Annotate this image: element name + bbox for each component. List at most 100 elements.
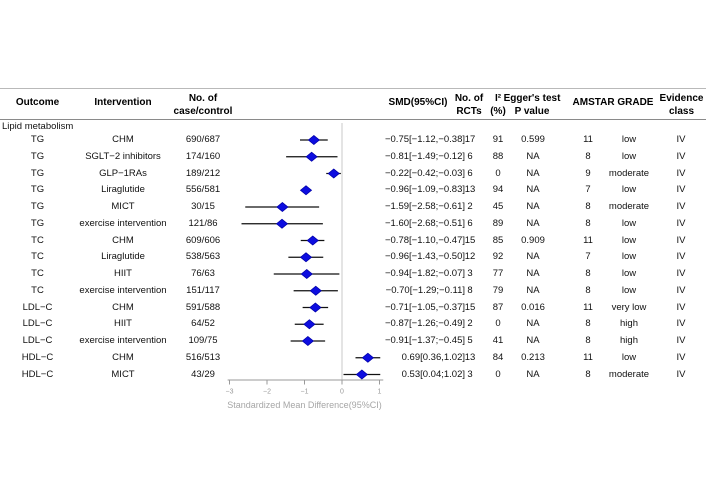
cell-grade: low <box>621 234 637 246</box>
column-header-evidence: Evidence class <box>659 93 704 117</box>
cell-rcts: 15 <box>464 301 476 313</box>
cell-intervention: Liraglutide <box>101 184 145 196</box>
cell-egger: NA <box>526 184 540 196</box>
cell-egger: 0.599 <box>521 134 545 145</box>
cell-i2: 94 <box>492 184 504 196</box>
cell-grade: low <box>621 184 637 196</box>
column-header-smd: SMD(95%CI) <box>388 97 448 108</box>
cell-outcome: TC <box>31 251 44 263</box>
cell-amstar: 11 <box>583 351 593 363</box>
smd-diamond-marker <box>361 352 375 363</box>
column-header-outcome: Outcome <box>15 97 60 108</box>
cell-smd_text: −1.60[−2.68;−0.51] <box>384 217 465 229</box>
cell-intervention: exercise intervention <box>79 335 167 346</box>
cell-smd_text: −1.59[−2.58;−0.61] <box>384 201 465 212</box>
cell-outcome: TG <box>30 201 45 212</box>
cell-case_control: 30/15 <box>191 201 215 212</box>
cell-outcome: LDL−C <box>22 318 53 330</box>
cell-intervention: CHM <box>112 351 134 363</box>
cell-case_control: 189/212 <box>185 167 221 179</box>
cell-outcome: TC <box>31 234 44 246</box>
cell-smd_text: −0.96[−1.43,−0.50] <box>384 251 465 263</box>
smd-diamond-marker <box>301 335 315 347</box>
cell-case_control: 538/563 <box>185 251 221 263</box>
cell-egger: NA <box>526 217 540 229</box>
cell-intervention: CHM <box>112 234 134 246</box>
cell-amstar: 9 <box>585 167 591 179</box>
x-axis-tick-label: 0 <box>340 389 344 396</box>
cell-amstar: 8 <box>585 335 591 346</box>
cell-evidence: IV <box>676 134 686 145</box>
cell-case_control: 76/63 <box>191 268 215 279</box>
cell-egger: 0.016 <box>521 301 545 313</box>
cell-amstar: 8 <box>585 268 591 279</box>
smd-diamond-marker <box>300 268 313 280</box>
cell-grade: low <box>621 150 637 162</box>
cell-evidence: IV <box>676 201 686 212</box>
cell-grade: low <box>621 251 637 263</box>
cell-smd_text: −0.94[−1.82;−0.07] <box>384 268 465 279</box>
cell-amstar: 8 <box>585 217 591 229</box>
cell-outcome: TG <box>30 150 45 162</box>
cell-evidence: IV <box>676 234 686 246</box>
cell-i2: 92 <box>492 251 504 263</box>
smd-diamond-marker <box>307 134 321 146</box>
cell-amstar: 11 <box>583 134 593 145</box>
cell-evidence: IV <box>676 150 686 162</box>
cell-evidence: IV <box>676 335 686 346</box>
cell-intervention: CHM <box>112 134 134 145</box>
cell-case_control: 151/117 <box>186 284 220 296</box>
cell-amstar: 7 <box>585 184 591 196</box>
cell-evidence: IV <box>676 167 686 179</box>
cell-i2: 77 <box>492 268 504 279</box>
cell-smd_text: −0.96[−1.09,−0.83] <box>384 184 465 196</box>
cell-egger: 0.213 <box>521 351 545 363</box>
cell-intervention: GLP−1RAs <box>99 167 147 179</box>
cell-i2: 85 <box>492 234 504 246</box>
cell-amstar: 8 <box>585 284 591 296</box>
cell-intervention: MICT <box>111 201 135 212</box>
cell-case_control: 591/588 <box>185 301 221 313</box>
cell-evidence: IV <box>676 368 686 380</box>
cell-case_control: 174/160 <box>185 150 221 162</box>
cell-rcts: 6 <box>467 150 473 162</box>
cell-intervention: Liraglutide <box>101 251 145 263</box>
cell-rcts: 8 <box>467 284 473 296</box>
cell-i2: 0 <box>495 167 501 179</box>
cell-outcome: TG <box>30 134 45 145</box>
cell-i2: 0 <box>495 318 501 330</box>
smd-diamond-marker <box>327 168 340 179</box>
cell-evidence: IV <box>676 318 686 330</box>
cell-evidence: IV <box>676 351 686 363</box>
cell-rcts: 17 <box>464 134 476 145</box>
x-axis-tick-label: −2 <box>263 389 271 396</box>
cell-evidence: IV <box>676 301 686 313</box>
cell-rcts: 6 <box>467 217 473 229</box>
cell-i2: 79 <box>492 284 504 296</box>
cell-intervention: MICT <box>111 368 135 380</box>
cell-amstar: 8 <box>585 201 591 212</box>
cell-smd_text: −0.70[−1.29;−0.11] <box>385 284 465 296</box>
table-top-rule <box>0 88 706 89</box>
cell-evidence: IV <box>676 284 686 296</box>
cell-outcome: LDL−C <box>22 301 53 313</box>
cell-amstar: 8 <box>585 150 591 162</box>
column-header-intervention: Intervention <box>94 97 152 108</box>
cell-case_control: 516/513 <box>185 351 221 363</box>
x-axis-tick-label: −3 <box>226 389 234 396</box>
cell-rcts: 6 <box>467 167 473 179</box>
cell-grade: high <box>620 335 638 346</box>
smd-diamond-marker <box>309 302 322 313</box>
cell-evidence: IV <box>676 268 686 279</box>
cell-i2: 87 <box>492 301 504 313</box>
cell-rcts: 12 <box>464 251 476 263</box>
cell-grade: moderate <box>608 201 650 212</box>
cell-grade: high <box>620 318 638 330</box>
cell-rcts: 5 <box>467 335 473 346</box>
cell-amstar: 7 <box>585 251 591 263</box>
cell-egger: NA <box>526 318 540 330</box>
cell-amstar: 11 <box>583 234 593 246</box>
smd-diamond-marker <box>276 201 289 213</box>
cell-smd_text: 0.53[0.04;1.02] <box>401 368 465 380</box>
smd-diamond-marker <box>309 285 322 296</box>
